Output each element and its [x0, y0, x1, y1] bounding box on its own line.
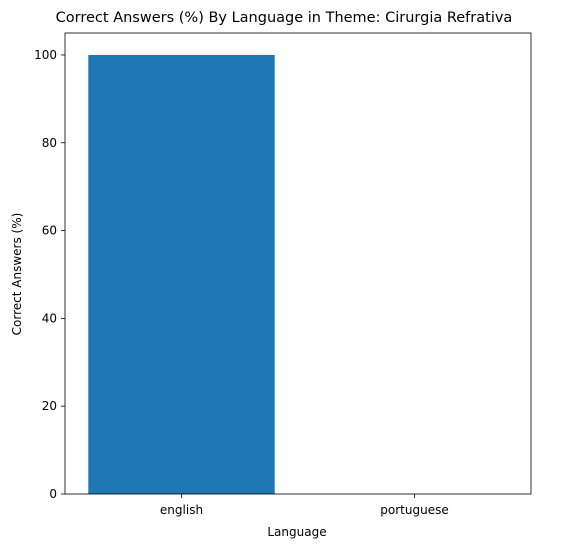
x-tick-label-english: english [160, 503, 203, 517]
y-tick-label-60: 60 [42, 224, 57, 238]
y-tick-label-40: 40 [42, 311, 57, 325]
y-tick-label-0: 0 [49, 487, 57, 501]
y-tick-label-20: 20 [42, 399, 57, 413]
x-axis-label: Language [267, 525, 326, 539]
bar-english [88, 54, 275, 494]
plot-area: english portuguese 0 20 40 60 80 100 [34, 32, 532, 517]
chart-title: Correct Answers (%) By Language in Theme… [56, 10, 513, 26]
y-axis-label: Correct Answers (%) [10, 213, 24, 336]
x-tick-label-portuguese: portuguese [380, 503, 448, 517]
plot-frame [64, 32, 532, 495]
y-tick-label-100: 100 [34, 48, 57, 62]
y-tick-label-80: 80 [42, 136, 57, 150]
